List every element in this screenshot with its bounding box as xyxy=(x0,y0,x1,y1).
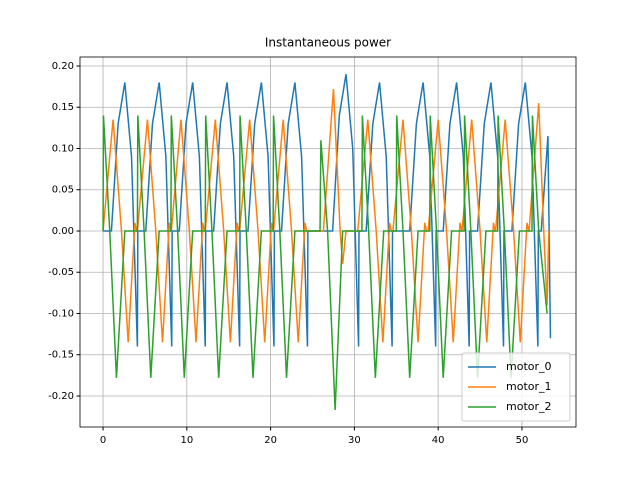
y-tick-label: -0.10 xyxy=(48,308,74,319)
legend-label: motor_2 xyxy=(506,400,552,413)
x-tick-label: 0 xyxy=(100,435,106,446)
legend-box xyxy=(461,352,571,422)
x-tick-label: 40 xyxy=(432,435,445,446)
y-tick-label: -0.05 xyxy=(48,267,74,278)
series-line xyxy=(103,74,552,347)
axes-frame xyxy=(79,56,577,428)
x-tick-label: 30 xyxy=(348,435,361,446)
x-tick-label: 10 xyxy=(180,435,193,446)
chart-title: Instantaneous power xyxy=(265,36,391,50)
legend-label: motor_1 xyxy=(506,380,552,393)
y-tick-label: 0.15 xyxy=(52,102,74,113)
x-tick-label: 20 xyxy=(264,435,277,446)
y-tick-label: 0.05 xyxy=(52,185,74,196)
y-tick-label: 0.10 xyxy=(52,143,74,154)
series-line xyxy=(102,89,550,343)
y-tick-label: 0.00 xyxy=(52,226,74,237)
y-tick-label: -0.20 xyxy=(48,391,74,402)
y-tick-label: -0.15 xyxy=(48,350,74,361)
y-tick-label: 0.20 xyxy=(52,61,74,72)
series-line xyxy=(102,115,548,411)
legend-label: motor_0 xyxy=(506,360,552,373)
x-tick-label: 50 xyxy=(516,435,529,446)
